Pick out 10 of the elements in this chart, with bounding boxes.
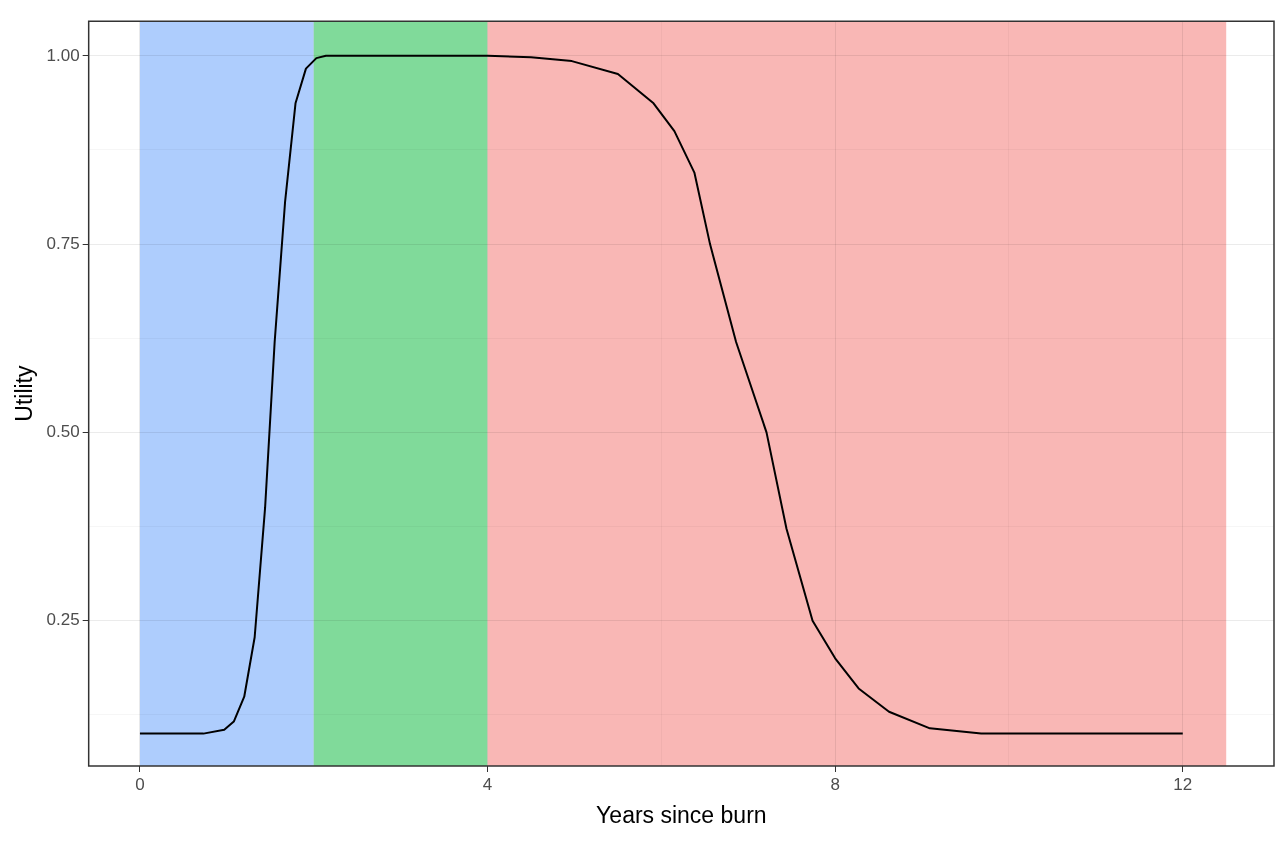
y-tick-label: 1.00	[46, 45, 80, 65]
x-tick-label: 8	[830, 774, 840, 794]
y-axis-title: Utility	[11, 365, 38, 422]
y-tick-label: 0.75	[46, 233, 80, 253]
x-tick-label: 4	[482, 774, 493, 794]
x-tick-label: 0	[135, 774, 145, 794]
x-axis-title: Years since burn	[596, 801, 767, 828]
y-tick-label: 0.50	[46, 422, 80, 442]
y-tick-label: 0.25	[46, 610, 80, 630]
x-tick-label: 12	[1173, 774, 1193, 794]
